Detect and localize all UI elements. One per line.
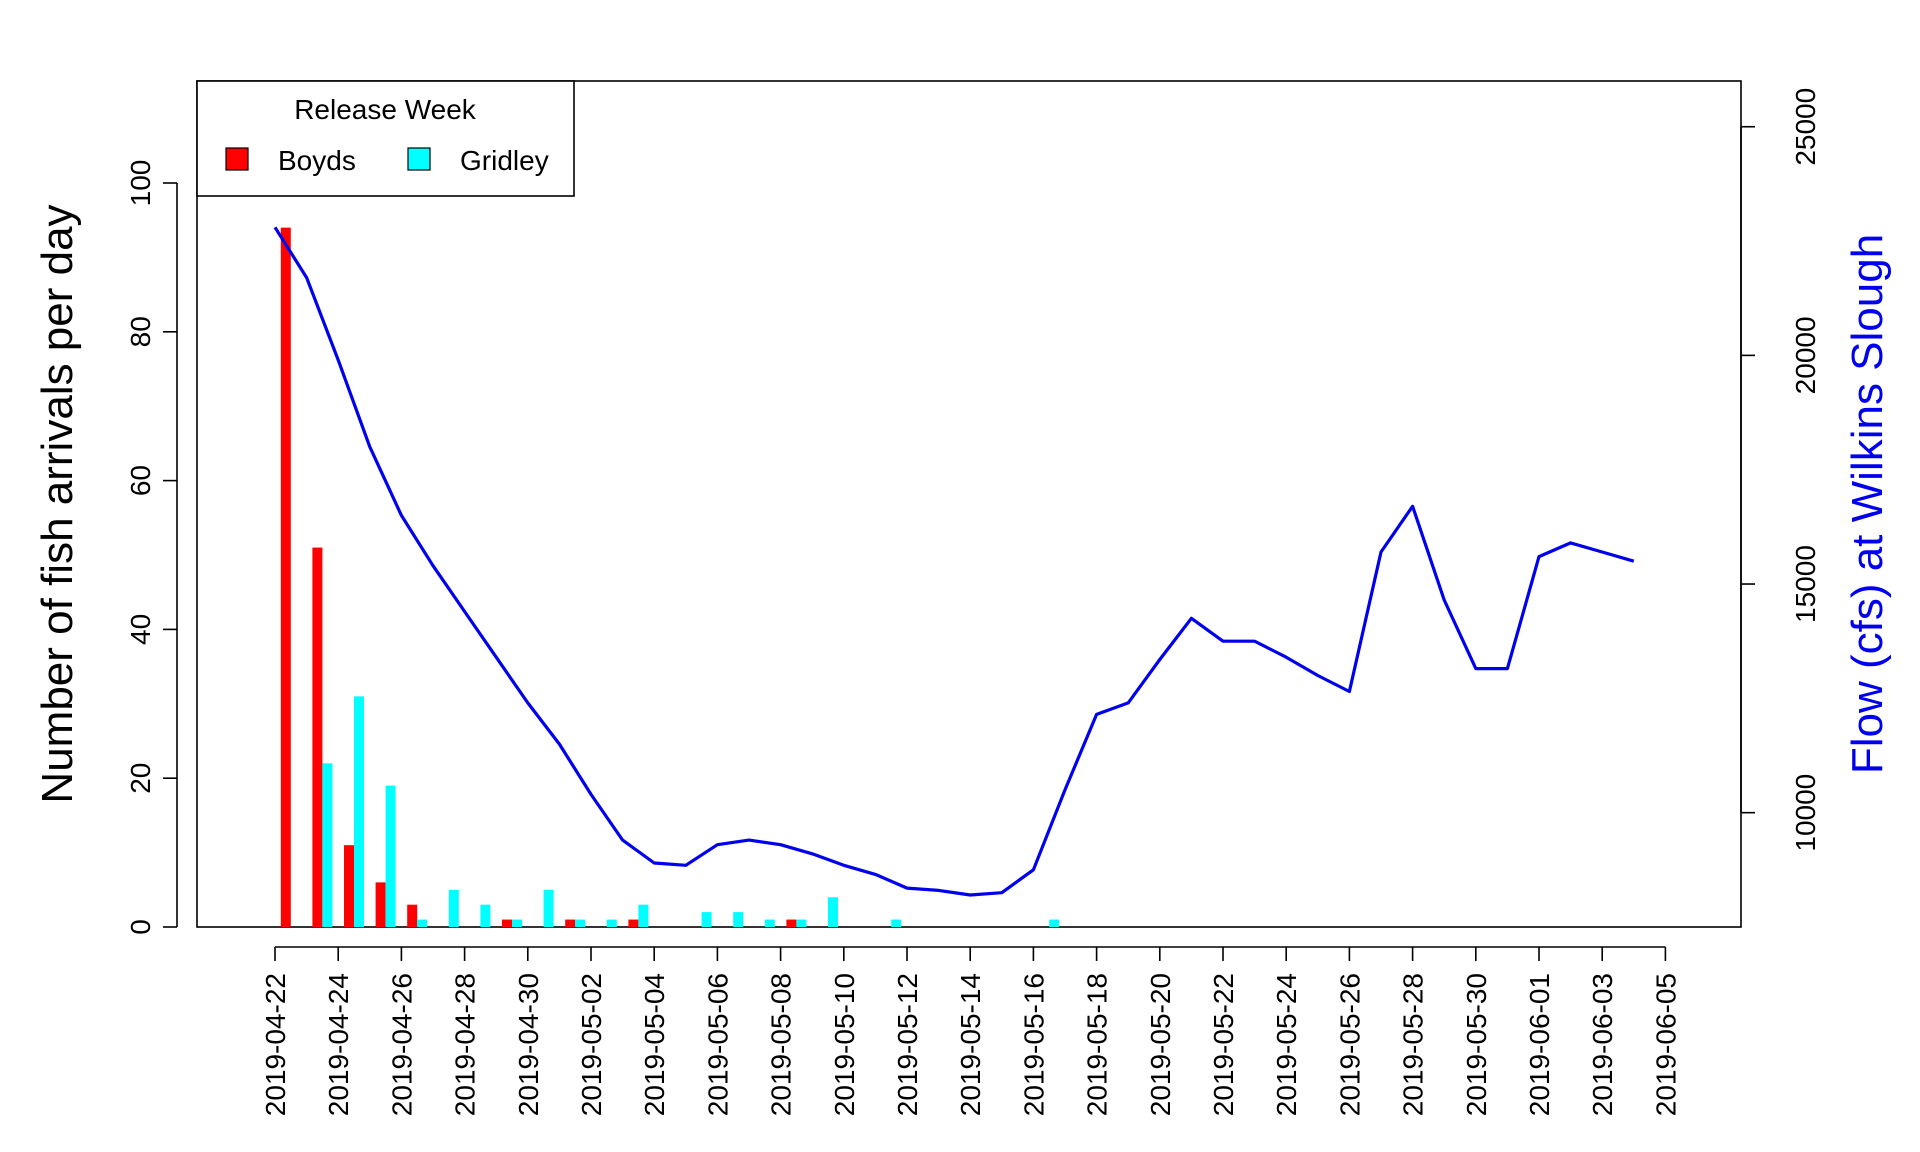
right-axis-tick-label: 20000 bbox=[1790, 316, 1821, 394]
x-axis-tick-label: 2019-05-12 bbox=[892, 973, 923, 1116]
bar-gridley bbox=[417, 919, 428, 927]
bar-gridley bbox=[701, 912, 712, 927]
bar-gridley bbox=[606, 919, 617, 927]
bar-gridley bbox=[385, 785, 396, 927]
bar-gridley bbox=[638, 904, 649, 927]
right-y-axis: 10000 15000 20000 25000 bbox=[1740, 88, 1821, 852]
bar-gridley bbox=[733, 912, 744, 927]
x-axis-tick-label: 2019-05-14 bbox=[955, 973, 986, 1116]
left-axis-tick-label: 0 bbox=[125, 919, 156, 935]
bar-gridley bbox=[1049, 919, 1060, 927]
x-axis-tick-label: 2019-06-03 bbox=[1587, 973, 1618, 1116]
bar-gridley bbox=[322, 763, 333, 927]
bar-gridley bbox=[354, 696, 364, 927]
left-y-axis: 0 20 40 60 80 100 bbox=[125, 160, 178, 935]
legend-label-gridley: Gridley bbox=[460, 145, 549, 176]
bar-boyds bbox=[628, 919, 639, 927]
x-axis-tick-label: 2019-05-26 bbox=[1334, 973, 1365, 1116]
x-axis-tick-label: 2019-05-28 bbox=[1398, 973, 1429, 1116]
x-axis-tick-label: 2019-04-28 bbox=[450, 973, 481, 1116]
bar-boyds bbox=[407, 904, 418, 927]
bar-gridley bbox=[480, 904, 491, 927]
bar-boyds bbox=[565, 919, 576, 927]
x-axis-tick-label: 2019-05-20 bbox=[1145, 973, 1176, 1116]
bar-boyds bbox=[375, 882, 386, 927]
x-axis: 2019-04-22 2019-04-24 2019-04-26 2019-04-28… bbox=[260, 946, 1681, 1116]
bar-gridley bbox=[575, 919, 586, 927]
x-axis-tick-label: 2019-05-06 bbox=[702, 973, 733, 1116]
left-axis-tick-label: 40 bbox=[125, 614, 156, 645]
bar-gridley bbox=[764, 919, 775, 927]
left-axis-tick-label: 100 bbox=[125, 160, 156, 207]
x-axis-tick-label: 2019-05-18 bbox=[1082, 973, 1113, 1116]
x-axis-tick-label: 2019-04-22 bbox=[260, 973, 291, 1116]
bar-gridley bbox=[512, 919, 522, 927]
left-axis-tick-label: 80 bbox=[125, 316, 156, 347]
left-y-axis-title: Number of fish arrivals per day bbox=[33, 204, 82, 803]
x-axis-tick-label: 2019-04-26 bbox=[386, 973, 417, 1116]
legend-swatch-boyds bbox=[225, 147, 249, 171]
x-axis-tick-label: 2019-04-24 bbox=[323, 973, 354, 1116]
x-axis-tick-label: 2019-05-04 bbox=[639, 973, 670, 1116]
right-y-axis-title: Flow (cfs) at Wilkins Slough bbox=[1843, 234, 1892, 774]
legend: Release Week Boyds Gridley bbox=[196, 80, 575, 197]
right-axis-tick-label: 10000 bbox=[1790, 774, 1821, 852]
x-axis-tick-label: 2019-05-24 bbox=[1271, 973, 1302, 1116]
bar-gridley bbox=[543, 889, 554, 927]
plot-area-frame bbox=[196, 80, 1742, 928]
bar-boyds bbox=[786, 919, 797, 927]
bar-gridley bbox=[891, 919, 902, 927]
legend-label-boyds: Boyds bbox=[278, 145, 356, 176]
x-axis-tick-label: 2019-05-02 bbox=[576, 973, 607, 1116]
bar-boyds bbox=[280, 227, 291, 927]
legend-title: Release Week bbox=[294, 94, 477, 125]
x-axis-tick-label: 2019-05-30 bbox=[1461, 973, 1492, 1116]
bar-gridley bbox=[828, 897, 838, 927]
right-axis-tick-label: 25000 bbox=[1790, 88, 1821, 166]
x-axis-tick-label: 2019-06-01 bbox=[1524, 973, 1555, 1116]
x-axis-tick-label: 2019-05-10 bbox=[829, 973, 860, 1116]
bar-boyds bbox=[344, 845, 354, 927]
x-axis-tick-label: 2019-06-05 bbox=[1650, 973, 1681, 1116]
bar-boyds bbox=[312, 547, 323, 927]
right-axis-tick-label: 15000 bbox=[1790, 545, 1821, 623]
bar-gridley bbox=[796, 919, 807, 927]
legend-swatch-gridley bbox=[407, 147, 431, 171]
bar-layer bbox=[280, 227, 1060, 927]
x-axis-tick-label: 2019-05-08 bbox=[766, 973, 797, 1116]
flow-line bbox=[273, 226, 1635, 897]
bar-boyds bbox=[502, 919, 512, 927]
bar-gridley bbox=[448, 889, 459, 927]
legend-box bbox=[196, 80, 575, 197]
x-axis-tick-label: 2019-04-30 bbox=[513, 973, 544, 1116]
x-axis-tick-label: 2019-05-22 bbox=[1208, 973, 1239, 1116]
left-axis-tick-label: 20 bbox=[125, 763, 156, 794]
x-axis-tick-label: 2019-05-16 bbox=[1018, 973, 1049, 1116]
flow-line-layer bbox=[273, 226, 1635, 897]
left-axis-tick-label: 60 bbox=[125, 465, 156, 496]
